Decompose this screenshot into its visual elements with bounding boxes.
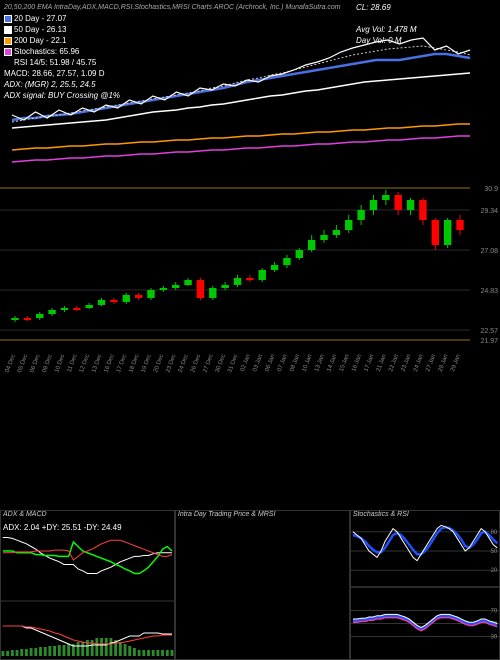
adx-signal-label: ADX signal: BUY Crossing @1% bbox=[4, 90, 350, 101]
svg-text:11 Dec: 11 Dec bbox=[67, 354, 79, 374]
svg-text:80: 80 bbox=[490, 530, 497, 536]
svg-text:10 Dec: 10 Dec bbox=[54, 354, 66, 374]
swatch-200 bbox=[4, 37, 12, 45]
svg-text:23 Dec: 23 Dec bbox=[165, 354, 177, 374]
avg-vol: Avg Vol: 1.478 M bbox=[356, 24, 496, 35]
svg-text:06 Dec: 06 Dec bbox=[29, 354, 41, 374]
svg-text:30.9: 30.9 bbox=[484, 186, 498, 193]
svg-text:16 Jan: 16 Jan bbox=[351, 354, 363, 373]
adx-values: ADX: 2.04 +DY: 25.51 -DY: 24.49 bbox=[3, 523, 122, 532]
swatch-50 bbox=[4, 26, 12, 34]
svg-text:19 Dec: 19 Dec bbox=[141, 354, 153, 374]
svg-text:24 Dec: 24 Dec bbox=[178, 354, 190, 374]
svg-text:03 Jan: 03 Jan bbox=[252, 354, 264, 373]
svg-text:26 Dec: 26 Dec bbox=[190, 354, 202, 374]
svg-text:21 Jan: 21 Jan bbox=[376, 354, 388, 373]
sub-panels: ADX & MACD ADX: 2.04 +DY: 25.51 -DY: 24.… bbox=[0, 510, 500, 660]
svg-text:15 Jan: 15 Jan bbox=[339, 354, 351, 373]
svg-text:07 Jan: 07 Jan bbox=[277, 354, 289, 373]
stoch-rsi-panel: Stochastics & RSI 205080305070 bbox=[350, 510, 500, 660]
svg-text:22.57: 22.57 bbox=[480, 328, 498, 335]
svg-text:23 Jan: 23 Jan bbox=[401, 354, 413, 373]
svg-text:13 Jan: 13 Jan bbox=[314, 354, 326, 373]
svg-text:27.08: 27.08 bbox=[480, 248, 498, 255]
svg-text:70: 70 bbox=[490, 608, 497, 614]
chart-header: 20,50,200 EMA IntraDay,ADX,MACD,RSI,Stoc… bbox=[0, 0, 500, 103]
svg-text:17 Dec: 17 Dec bbox=[116, 354, 128, 374]
close-price: CL: 28.69 bbox=[356, 2, 496, 13]
svg-text:17 Jan: 17 Jan bbox=[364, 354, 376, 373]
svg-text:16 Dec: 16 Dec bbox=[104, 354, 116, 374]
adx-macd-panel: ADX & MACD ADX: 2.04 +DY: 25.51 -DY: 24.… bbox=[0, 510, 175, 660]
svg-text:30: 30 bbox=[490, 634, 497, 640]
svg-text:22 Jan: 22 Jan bbox=[388, 354, 400, 373]
adx-label: ADX: (MGR) 2, 25.5, 24.5 bbox=[4, 79, 350, 90]
swatch-20 bbox=[4, 15, 12, 23]
swatch-extra bbox=[4, 48, 12, 56]
svg-text:08 Jan: 08 Jan bbox=[289, 354, 301, 373]
svg-text:10 Jan: 10 Jan bbox=[302, 354, 314, 373]
svg-text:13 Dec: 13 Dec bbox=[91, 354, 103, 374]
svg-text:30 Dec: 30 Dec bbox=[215, 354, 227, 374]
svg-text:31 Dec: 31 Dec bbox=[227, 354, 239, 374]
svg-text:50: 50 bbox=[490, 549, 497, 555]
svg-text:18 Dec: 18 Dec bbox=[128, 354, 140, 374]
svg-text:20: 20 bbox=[490, 568, 497, 574]
svg-text:06 Jan: 06 Jan bbox=[265, 354, 277, 373]
intraday-panel: Intra Day Trading Price & MRSI bbox=[175, 510, 350, 660]
rsi-label: RSI 14/5: 51.98 / 45.75 bbox=[14, 58, 96, 67]
candle-chart: 30.9 29.34 27.08 24.83 22.57 21.97 04 Dec05 De… bbox=[0, 180, 500, 510]
svg-text:02 Jan: 02 Jan bbox=[240, 354, 252, 373]
svg-text:24 Jan: 24 Jan bbox=[413, 354, 425, 373]
svg-text:27 Dec: 27 Dec bbox=[203, 354, 215, 374]
svg-text:14 Jan: 14 Jan bbox=[326, 354, 338, 373]
macd-label: MACD: 28.66, 27.57, 1.09 D bbox=[4, 68, 350, 79]
svg-text:12 Dec: 12 Dec bbox=[79, 354, 91, 374]
svg-text:04 Dec: 04 Dec bbox=[5, 354, 17, 374]
svg-text:09 Dec: 09 Dec bbox=[42, 354, 54, 374]
svg-text:29 Jan: 29 Jan bbox=[450, 354, 462, 373]
day-vol: Day Vol: 0 M bbox=[356, 35, 496, 46]
svg-text:20 Dec: 20 Dec bbox=[153, 354, 165, 374]
svg-text:21.97: 21.97 bbox=[480, 338, 498, 345]
svg-text:27 Jan: 27 Jan bbox=[425, 354, 437, 373]
svg-text:29.34: 29.34 bbox=[480, 208, 498, 215]
svg-text:05 Dec: 05 Dec bbox=[17, 354, 29, 374]
svg-text:24.83: 24.83 bbox=[480, 288, 498, 295]
svg-text:28 Jan: 28 Jan bbox=[438, 354, 450, 373]
title-line: 20,50,200 EMA IntraDay,ADX,MACD,RSI,Stoc… bbox=[4, 2, 350, 13]
